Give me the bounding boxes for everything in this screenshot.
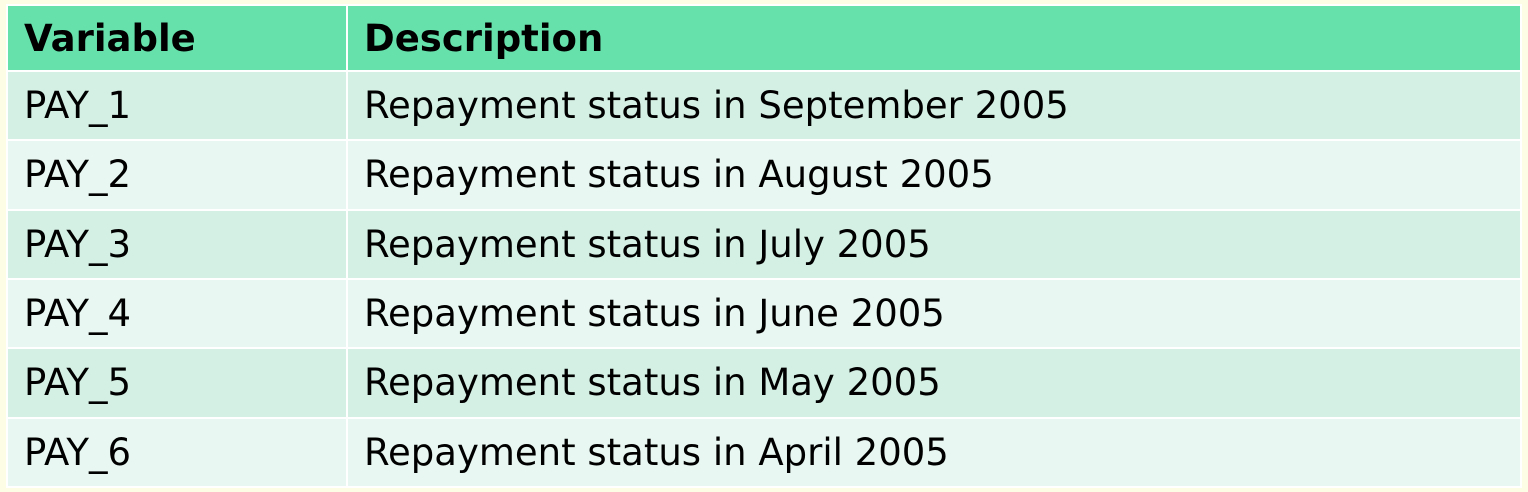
table-row: PAY_5 Repayment status in May 2005 bbox=[8, 349, 1520, 417]
variable-cell: PAY_6 bbox=[8, 418, 346, 486]
variable-cell: PAY_1 bbox=[8, 72, 346, 140]
table-header-row: Variable Description bbox=[8, 6, 1520, 70]
column-header-description: Description bbox=[348, 6, 1520, 70]
table-row: PAY_4 Repayment status in June 2005 bbox=[8, 279, 1520, 348]
description-cell: Repayment status in July 2005 bbox=[348, 210, 1520, 278]
description-cell: Repayment status in May 2005 bbox=[348, 349, 1520, 417]
description-cell: Repayment status in August 2005 bbox=[348, 141, 1520, 209]
description-cell: Repayment status in June 2005 bbox=[348, 279, 1520, 348]
variable-cell: PAY_2 bbox=[8, 141, 346, 209]
variable-cell: PAY_4 bbox=[8, 279, 346, 348]
variable-description-table: Variable Description PAY_1 Repayment sta… bbox=[6, 4, 1522, 488]
table-row: PAY_3 Repayment status in July 2005 bbox=[8, 210, 1520, 278]
variable-cell: PAY_5 bbox=[8, 349, 346, 417]
description-cell: Repayment status in April 2005 bbox=[348, 418, 1520, 486]
table-row: PAY_6 Repayment status in April 2005 bbox=[8, 418, 1520, 486]
column-header-variable: Variable bbox=[8, 6, 346, 70]
variable-cell: PAY_3 bbox=[8, 210, 346, 278]
description-cell: Repayment status in September 2005 bbox=[348, 72, 1520, 140]
table-row: PAY_2 Repayment status in August 2005 bbox=[8, 141, 1520, 209]
table-row: PAY_1 Repayment status in September 2005 bbox=[8, 72, 1520, 140]
variable-table-container: Variable Description PAY_1 Repayment sta… bbox=[6, 4, 1522, 488]
